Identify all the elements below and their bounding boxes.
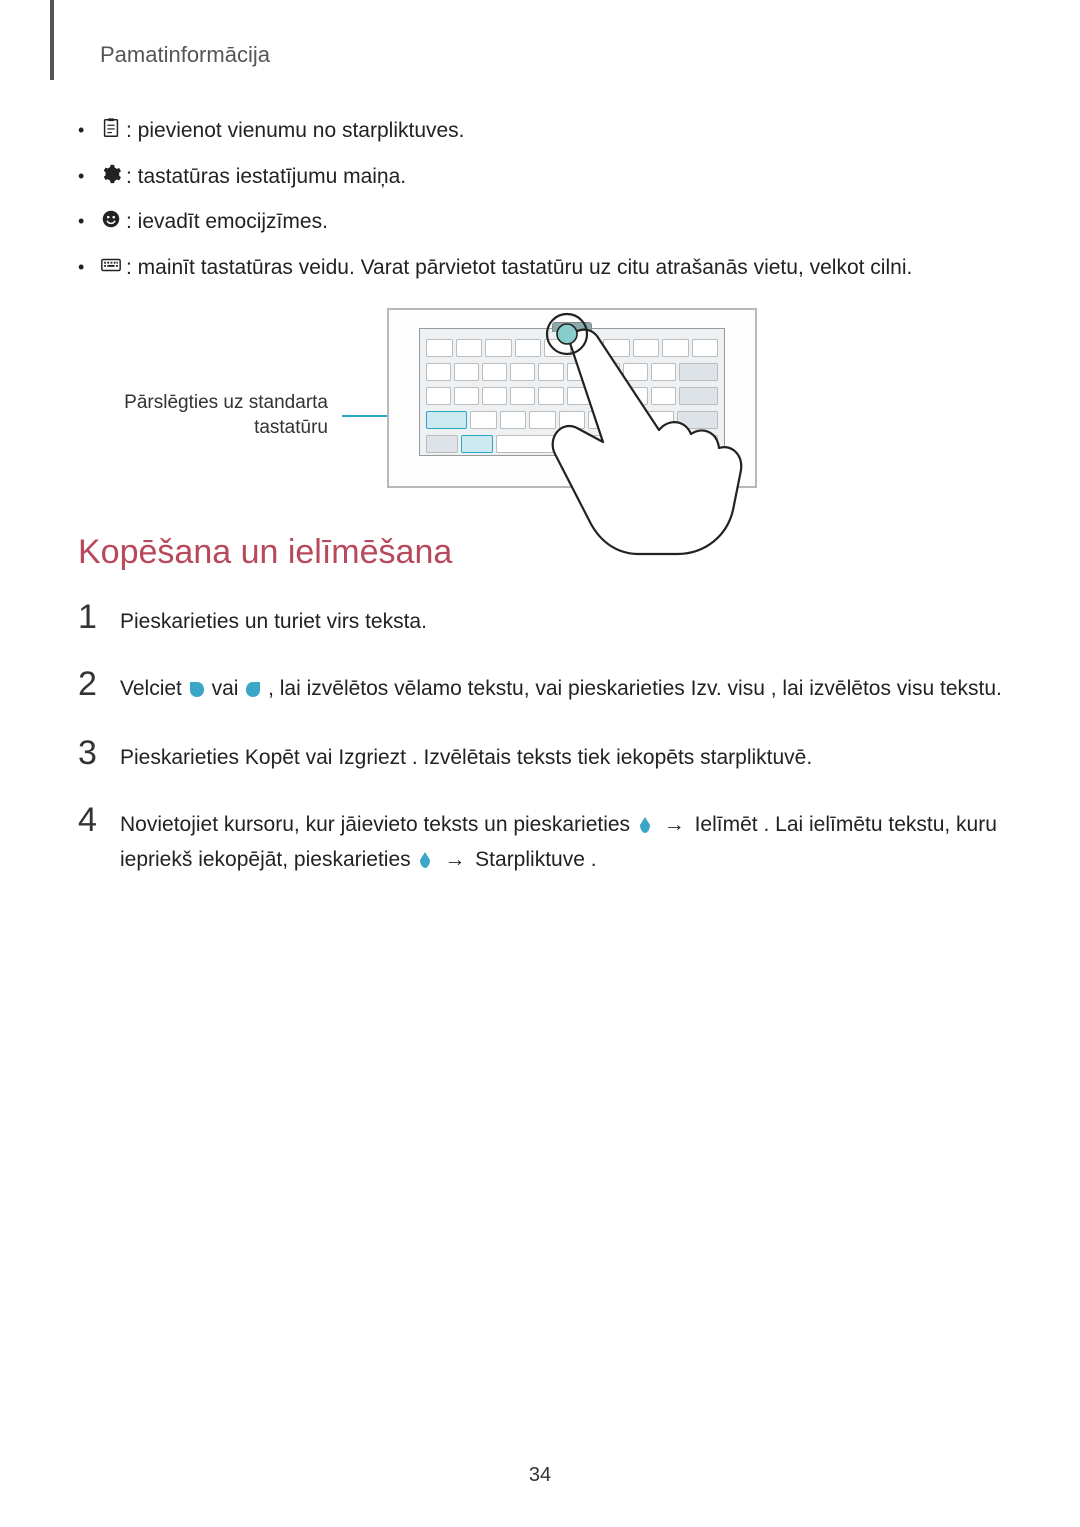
- list-item: • : mainīt tastatūras veidu. Varat pārvi…: [78, 252, 1008, 284]
- step-body: Pieskarieties Kopēt vai Izgriezt . Izvēl…: [120, 736, 1008, 775]
- text: .: [591, 848, 597, 871]
- header-title: Pamatinformācija: [100, 42, 270, 68]
- cursor-handle-icon: [416, 847, 434, 880]
- bold-text: Izv. visu: [691, 677, 765, 700]
- page: Pamatinformācija • : pievienot vienumu n…: [0, 0, 1080, 1527]
- keyboard-icon: [96, 252, 126, 276]
- step-number: 4: [78, 803, 120, 837]
- step-item: 1 Pieskarieties un turiet virs teksta.: [78, 600, 1008, 639]
- text: Novietojiet kursoru, kur jāievieto tekst…: [120, 813, 636, 836]
- step-item: 4 Novietojiet kursoru, kur jāievieto tek…: [78, 803, 1008, 880]
- text: vai: [212, 677, 245, 700]
- page-number: 34: [0, 1464, 1080, 1487]
- step-body: Pieskarieties un turiet virs teksta.: [120, 600, 1008, 639]
- step-number: 1: [78, 600, 120, 634]
- text: . Izvēlētais teksts tiek iekopēts starpl…: [412, 746, 812, 769]
- bullet-dot: •: [78, 206, 96, 235]
- switch-keyboard-key: [461, 435, 493, 453]
- text: , lai izvēlētos vēlamo tekstu, vai piesk…: [268, 677, 691, 700]
- arrow: →: [660, 813, 689, 836]
- cursor-handle-icon: [636, 812, 654, 845]
- selection-handle-left-icon: [188, 676, 206, 709]
- header-rule: [50, 0, 54, 80]
- step-body: Velciet vai , lai izvēlētos vēlamo tekst…: [120, 667, 1008, 709]
- step-item: 3 Pieskarieties Kopēt vai Izgriezt . Izv…: [78, 736, 1008, 775]
- content-area: • : pievienot vienumu no starpliktuves. …: [78, 115, 1008, 908]
- arrow: →: [440, 848, 469, 871]
- step-body: Novietojiet kursoru, kur jāievieto tekst…: [120, 803, 1008, 880]
- bold-text: Starpliktuve: [475, 848, 585, 871]
- steps-list: 1 Pieskarieties un turiet virs teksta. 2…: [78, 600, 1008, 880]
- list-item: • : pievienot vienumu no starpliktuves.: [78, 115, 1008, 147]
- bullet-dot: •: [78, 115, 96, 144]
- bold-text: Ielīmēt: [695, 813, 758, 836]
- text: , lai izvēlētos visu tekstu.: [771, 677, 1002, 700]
- bullet-dot: •: [78, 252, 96, 281]
- text: vai: [306, 746, 339, 769]
- bold-text: Kopēt: [245, 746, 300, 769]
- text: Velciet: [120, 677, 188, 700]
- list-item-text: : mainīt tastatūras veidu. Varat pārviet…: [126, 252, 1008, 284]
- callout-leader-line: [342, 415, 387, 417]
- figure-row: Pārslēgties uz standarta tastatūru: [78, 308, 1008, 488]
- keyboard-figure: [387, 308, 757, 488]
- bullet-dot: •: [78, 161, 96, 190]
- list-item-text: : ievadīt emocijzīmes.: [126, 206, 1008, 238]
- selection-handle-right-icon: [244, 676, 262, 709]
- step-item: 2 Velciet vai , lai izvēlētos vēlamo tek…: [78, 667, 1008, 709]
- clipboard-icon: [96, 115, 126, 139]
- floating-keyboard: [419, 328, 725, 456]
- icon-bullet-list: • : pievienot vienumu no starpliktuves. …: [78, 115, 1008, 283]
- step-number: 2: [78, 667, 120, 701]
- keyboard-drag-tab: [552, 322, 592, 332]
- step-number: 3: [78, 736, 120, 770]
- section-heading: Kopēšana un ielīmēšana: [78, 533, 1008, 572]
- gear-icon: [96, 161, 126, 185]
- smiley-icon: [96, 206, 126, 230]
- bold-text: Izgriezt: [338, 746, 406, 769]
- list-item-text: : pievienot vienumu no starpliktuves.: [126, 115, 1008, 147]
- figure-callout: Pārslēgties uz standarta tastatūru: [78, 391, 338, 440]
- list-item-text: : tastatūras iestatījumu maiņa.: [126, 161, 1008, 193]
- list-item: • : ievadīt emocijzīmes.: [78, 206, 1008, 238]
- list-item: • : tastatūras iestatījumu maiņa.: [78, 161, 1008, 193]
- text: Pieskarieties: [120, 746, 245, 769]
